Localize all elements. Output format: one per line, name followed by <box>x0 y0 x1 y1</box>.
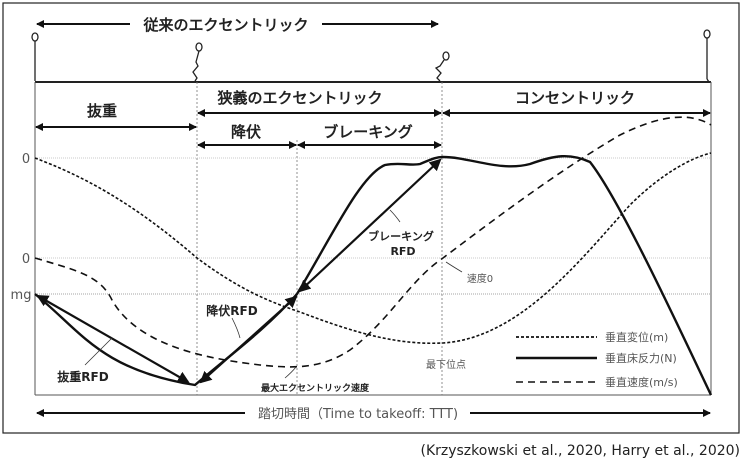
frame-border <box>2 2 740 434</box>
vertical-displacement-curve <box>34 152 712 345</box>
narrow-eccentric-label: 狭義のエクセントリック <box>216 89 382 107</box>
stick-figure-squat-bottom-icon <box>434 51 450 82</box>
unweighting-rfd-leader <box>84 337 113 366</box>
braking-rfd-arrow <box>298 158 442 293</box>
lowest-point-label: 最下位点 <box>426 358 466 371</box>
yielding-rfd-label: 降伏RFD <box>206 303 257 318</box>
legend-displacement-label: 垂直変位(m) <box>605 330 668 344</box>
yielding-rfd-leader <box>231 317 241 339</box>
max-eccentric-velocity-label: 最大エクセントリック速度 <box>261 382 370 394</box>
legend-force-label: 垂直床反力(N) <box>605 351 677 365</box>
braking-rfd-label-line2: RFD <box>390 245 415 258</box>
unweighting-label: 抜重 <box>87 102 117 120</box>
stick-figure-squat-start-icon <box>192 42 203 82</box>
stick-figure-standing-icon <box>31 32 39 81</box>
velocity-zero-label: 速度0 <box>467 272 493 285</box>
unweighting-rfd-arrow <box>36 295 190 383</box>
axis-label-zero-mid: 0 <box>22 252 30 267</box>
max-velocity-leader <box>284 366 297 379</box>
concentric-label: コンセントリック <box>515 89 635 107</box>
yielding-label: 降伏 <box>231 123 261 141</box>
yielding-rfd-arrow <box>199 295 298 384</box>
legend-velocity-label: 垂直速度(m/s) <box>605 375 678 389</box>
axis-label-zero-top: 0 <box>22 152 30 167</box>
unweighting-rfd-label: 抜重RFD <box>57 369 108 384</box>
timeline-label: 踏切時間（Time to takeoff: TTT) <box>258 407 458 422</box>
axis-label-mg: mg <box>11 288 32 303</box>
conventional-eccentric-label: 従来のエクセントリック <box>142 16 308 34</box>
braking-label: ブレーキング <box>323 123 413 141</box>
velocity-zero-leader <box>445 261 463 273</box>
braking-rfd-leader <box>389 209 401 223</box>
legend: 垂直変位(m) 垂直床反力(N) 垂直速度(m/s) <box>516 330 678 389</box>
stick-figure-takeoff-icon <box>703 29 711 83</box>
citation: (Krzyszkowski et al., 2020, Harry et al.… <box>420 443 740 459</box>
braking-rfd-label-line1: ブレーキング <box>368 229 434 243</box>
